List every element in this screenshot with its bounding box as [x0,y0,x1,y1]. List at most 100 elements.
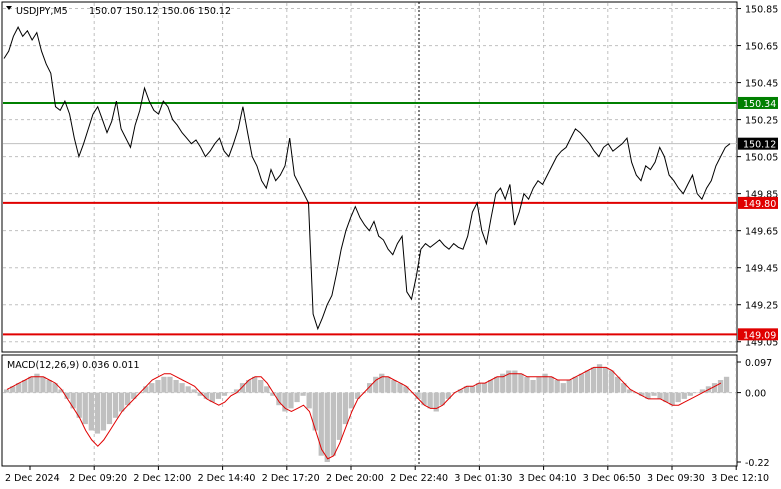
macd-hist-bar [264,386,270,393]
macd-hist-bar [457,389,464,393]
macd-hist-bar [179,383,185,393]
macd-hist-bar [4,389,10,393]
macd-hist-bar [530,380,536,393]
macd-hist-bar [191,389,197,393]
macd-hist-bar [494,376,500,393]
macd-hist-bar [227,392,234,394]
macd-hist-bar [106,392,113,425]
time-tick-label: 3 Dec 06:50 [583,473,641,484]
macd-hist-bar [239,383,246,393]
time-tick-label: 3 Dec 04:10 [519,473,577,484]
macd-hist-bar [94,392,101,434]
macd-hist-bar [488,380,494,393]
macd-hist-bar [548,376,554,393]
macd-hist-bar [233,389,240,393]
time-tick-label: 2 Dec 2024 [5,473,60,484]
macd-hist-bar [500,373,506,393]
level-tag-label: 150.34 [743,99,776,110]
macd-hist-bar [681,392,687,399]
macd-hist-bar [34,373,40,393]
time-tick-label: 2 Dec 17:20 [262,473,320,484]
macd-hist-bar [675,392,681,403]
current-price-label: 150.12 [743,140,776,151]
macd-hist-bar [536,376,542,393]
macd-hist-bar [699,389,706,393]
macd-hist-bar [542,373,548,393]
macd-hist-bar [336,392,343,440]
macd-hist-bar [566,380,572,393]
time-tick-label: 3 Dec 09:30 [647,473,705,484]
level-tag-label: 149.80 [743,199,776,210]
macd-hist-bar [524,376,530,393]
ohlc-readout: 150.07 150.12 150.06 150.12 [89,6,231,17]
macd-hist-bar [475,383,482,393]
macd-hist-bar [385,376,391,393]
macd-hist-bar [560,383,566,393]
time-tick-label: 3 Dec 01:30 [454,473,512,484]
macd-hist-bar [639,392,645,396]
time-tick-label: 2 Dec 12:00 [133,473,191,484]
macd-hist-bar [584,370,591,393]
price-tick-label: 149.85 [745,190,778,201]
price-tick-label: 149.65 [745,227,778,238]
macd-hist-bar [64,392,70,399]
level-lines [3,101,737,336]
macd-hist-bar [463,386,470,393]
time-tick-label: 2 Dec 22:40 [390,473,448,484]
price-series-line [3,25,731,331]
macd-hist-bar [572,376,578,393]
price-tick-label: 149.05 [745,338,778,349]
price-tick-label: 149.25 [745,301,778,312]
macd-hist-bar [330,392,336,456]
macd-panel-frame [1,354,738,467]
macd-hist-bar [669,392,675,406]
macd-hist-bar [167,376,173,393]
level-tag-149.09 [738,328,778,341]
macd-hist-bar [312,392,318,431]
price-tick-label: 149.45 [745,264,778,275]
macd-hist-bar [373,376,379,393]
macd-hist-bar [687,392,693,396]
price-tick-label: 150.25 [745,116,778,127]
macd-hist-bar [149,383,155,393]
macd-hist-bar [22,380,28,393]
macd-hist-bar [717,380,724,393]
macd-tick-label: 0.097 [745,358,772,369]
macd-hist-bar [367,383,373,393]
current-price-tag [738,137,778,150]
macd-hist-bar [657,392,663,399]
macd-hist-bar [348,392,355,409]
price-panel-frame [1,1,738,353]
macd-hist-bar [415,392,421,399]
macd-hist-bar [258,380,264,393]
macd-hist-bar [58,389,64,393]
symbol-dropdown-icon[interactable] [6,6,12,10]
macd-hist-bar [119,392,125,412]
macd-hist-bar [40,376,46,393]
macd-hist-bar [481,383,488,393]
price-tick-label: 150.65 [745,42,778,53]
macd-y-axis: 0.097 0.00 -0.22 [737,358,772,469]
macd-hist-bar [342,392,349,425]
macd-hist-bar [70,392,76,409]
symbol-label: USDJPY,M5 [16,6,68,17]
level-tag-149.80 [738,196,778,209]
macd-hist-bar [663,392,669,403]
price-y-axis: 150.85150.65150.45150.25150.05149.85149.… [737,5,778,349]
macd-hist-bar [288,392,294,409]
macd-hist-bar [518,373,524,393]
macd-hist-bar [421,392,427,406]
time-tick-label: 2 Dec 09:20 [69,473,127,484]
macd-hist-bar [693,392,699,394]
macd-hist-bar [469,386,476,393]
macd-hist-bar [397,383,403,393]
time-tick-label: 2 Dec 14:40 [198,473,256,484]
macd-hist-bar [270,392,276,396]
time-x-axis: 2 Dec 2024 2 Dec 09:20 2 Dec 12:00 2 Dec 14… [5,466,769,484]
macd-hist-bar [596,364,603,393]
macd-histogram [4,364,730,462]
macd-hist-bar [554,380,560,393]
macd-hist-bar [578,373,585,393]
